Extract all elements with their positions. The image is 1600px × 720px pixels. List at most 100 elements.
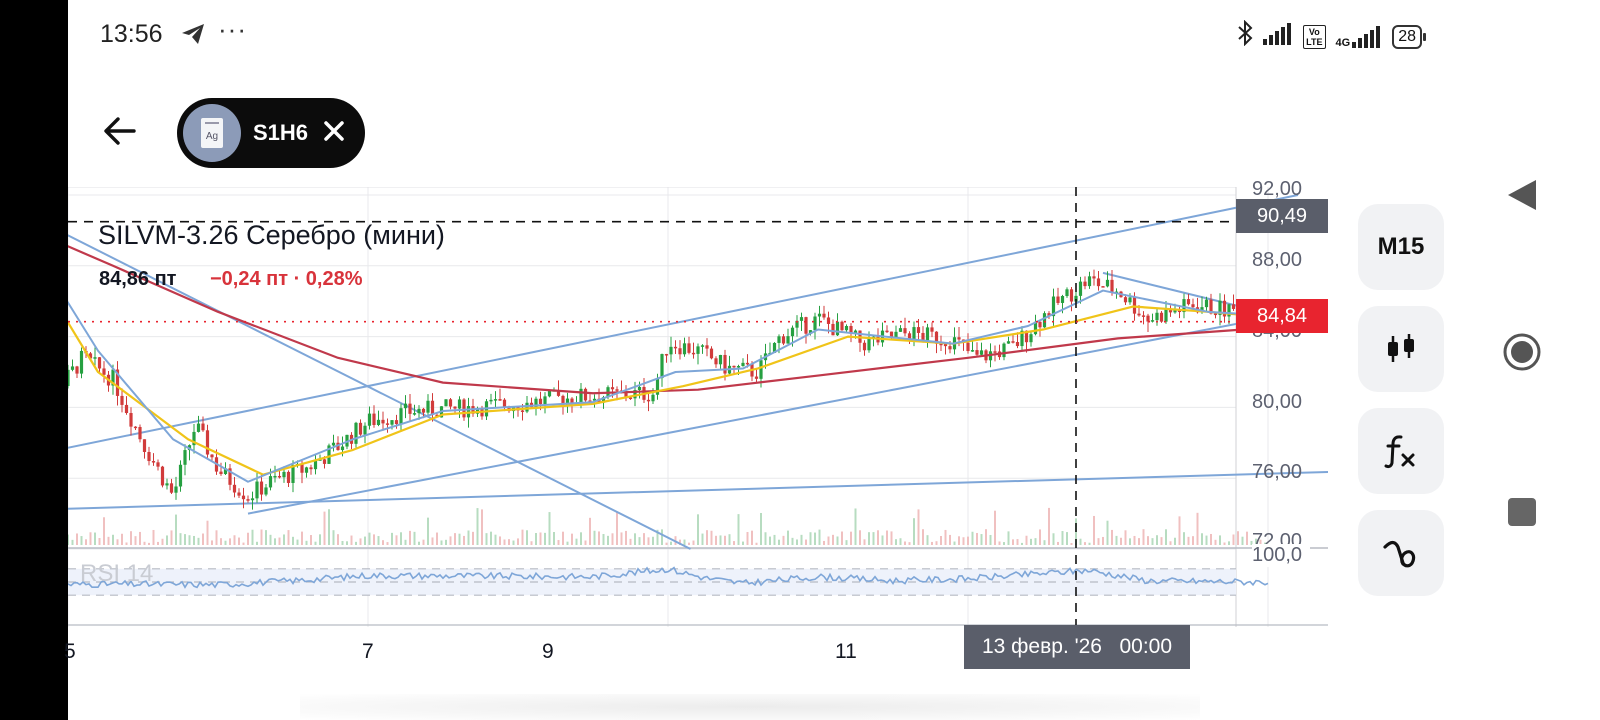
candle-body xyxy=(759,360,763,379)
volume-bar xyxy=(1228,541,1230,545)
candle-body xyxy=(1078,281,1083,296)
volume-bar xyxy=(571,533,573,545)
time-tick: 5 xyxy=(64,640,76,663)
candle-body xyxy=(921,332,925,341)
chart-type-button[interactable] xyxy=(1358,306,1444,392)
drawing-tools-button[interactable] xyxy=(1358,510,1444,596)
candle-body xyxy=(777,336,781,343)
volume-bar xyxy=(935,541,938,545)
volume-bar xyxy=(539,532,542,545)
candle-body xyxy=(601,397,606,403)
volume-bar xyxy=(620,532,623,545)
candle-body xyxy=(678,348,682,355)
volume-bar xyxy=(148,542,150,545)
candle-body xyxy=(826,317,831,324)
volume-bar xyxy=(494,534,497,545)
volume-bar xyxy=(710,530,713,545)
volume-bar xyxy=(904,541,906,545)
volume-bar xyxy=(557,540,560,545)
candle-body xyxy=(844,326,849,331)
volume-bar xyxy=(1124,530,1127,545)
timeframe-button[interactable]: M15 xyxy=(1358,204,1444,290)
volume-bar xyxy=(706,530,708,545)
moving-averages xyxy=(68,245,1269,483)
candle-body xyxy=(853,330,858,334)
candle-body xyxy=(885,330,889,333)
volume-bar xyxy=(436,532,438,545)
candle-body xyxy=(1087,276,1092,287)
candle-body xyxy=(691,352,696,355)
indicators-button[interactable] xyxy=(1358,408,1444,494)
candle-body xyxy=(822,313,826,318)
volume-bar xyxy=(1192,536,1194,545)
volume-bar xyxy=(634,533,636,545)
volume-bar xyxy=(1129,538,1131,545)
volume-bar xyxy=(215,530,218,545)
candle-body xyxy=(183,450,187,465)
volume-bar xyxy=(728,534,731,545)
candle-body xyxy=(835,321,840,336)
volume-bar xyxy=(863,539,866,545)
back-button[interactable] xyxy=(98,108,144,154)
candle-body xyxy=(250,498,255,501)
candle-body xyxy=(1177,309,1182,313)
volume-bar xyxy=(1187,536,1190,545)
volume-bar xyxy=(188,535,191,545)
volume-bar xyxy=(341,540,344,545)
close-icon[interactable] xyxy=(322,119,346,148)
candle-body xyxy=(102,368,106,375)
price-chart[interactable] xyxy=(68,187,1328,637)
candle-body xyxy=(489,399,493,402)
volume-bar xyxy=(220,538,222,545)
volume-bar xyxy=(823,540,825,545)
ticker-chip[interactable]: Ag S1H6 xyxy=(177,98,365,168)
candle-body xyxy=(133,426,138,429)
volume-bar xyxy=(895,539,897,545)
volume-bar xyxy=(800,534,803,545)
candle-body xyxy=(147,451,151,462)
candle-body xyxy=(741,362,745,366)
volume-bar xyxy=(679,539,681,545)
candle-body xyxy=(831,323,835,336)
candle-body xyxy=(1173,309,1177,313)
volume-bar xyxy=(1066,532,1068,545)
candle-body xyxy=(714,358,718,365)
candle-body xyxy=(210,454,214,458)
candle-body xyxy=(1182,299,1186,313)
candle-body xyxy=(1213,313,1218,316)
volume-bar xyxy=(665,542,668,545)
candle-body xyxy=(975,350,979,355)
crosshair-time-label: 13 февр. '26 00:00 xyxy=(964,625,1190,669)
nav-recents-icon[interactable] xyxy=(1506,496,1538,533)
candle-body xyxy=(799,317,804,321)
candle-body xyxy=(70,366,75,370)
candle-body xyxy=(1150,320,1155,322)
volume-bar xyxy=(580,532,582,545)
candle-body xyxy=(291,464,295,483)
volume-bar xyxy=(692,540,695,545)
candle-body xyxy=(840,321,844,331)
volume-bar xyxy=(283,534,285,545)
volume-bar xyxy=(553,531,555,545)
volume-bar xyxy=(926,535,929,545)
candle-body xyxy=(1209,299,1213,314)
candle-body xyxy=(68,369,70,387)
volume-bar xyxy=(1138,538,1140,545)
volume-bar xyxy=(260,529,263,545)
volume-bar xyxy=(143,541,146,545)
candle-body xyxy=(322,459,327,464)
volume-bar xyxy=(1093,515,1095,545)
nav-home-icon[interactable] xyxy=(1502,332,1542,377)
candle-body xyxy=(943,343,948,347)
volume-bar xyxy=(881,535,884,545)
nav-back-icon[interactable] xyxy=(1506,178,1538,217)
volume-bar xyxy=(112,534,114,545)
candle-body xyxy=(565,398,570,406)
candle-body xyxy=(1033,321,1038,335)
volume-bar xyxy=(1057,541,1059,545)
volume-bar xyxy=(1255,538,1257,545)
candle-body xyxy=(669,346,673,355)
candle-body xyxy=(795,320,799,328)
volume-bar xyxy=(985,529,987,545)
candle-body xyxy=(538,398,543,405)
